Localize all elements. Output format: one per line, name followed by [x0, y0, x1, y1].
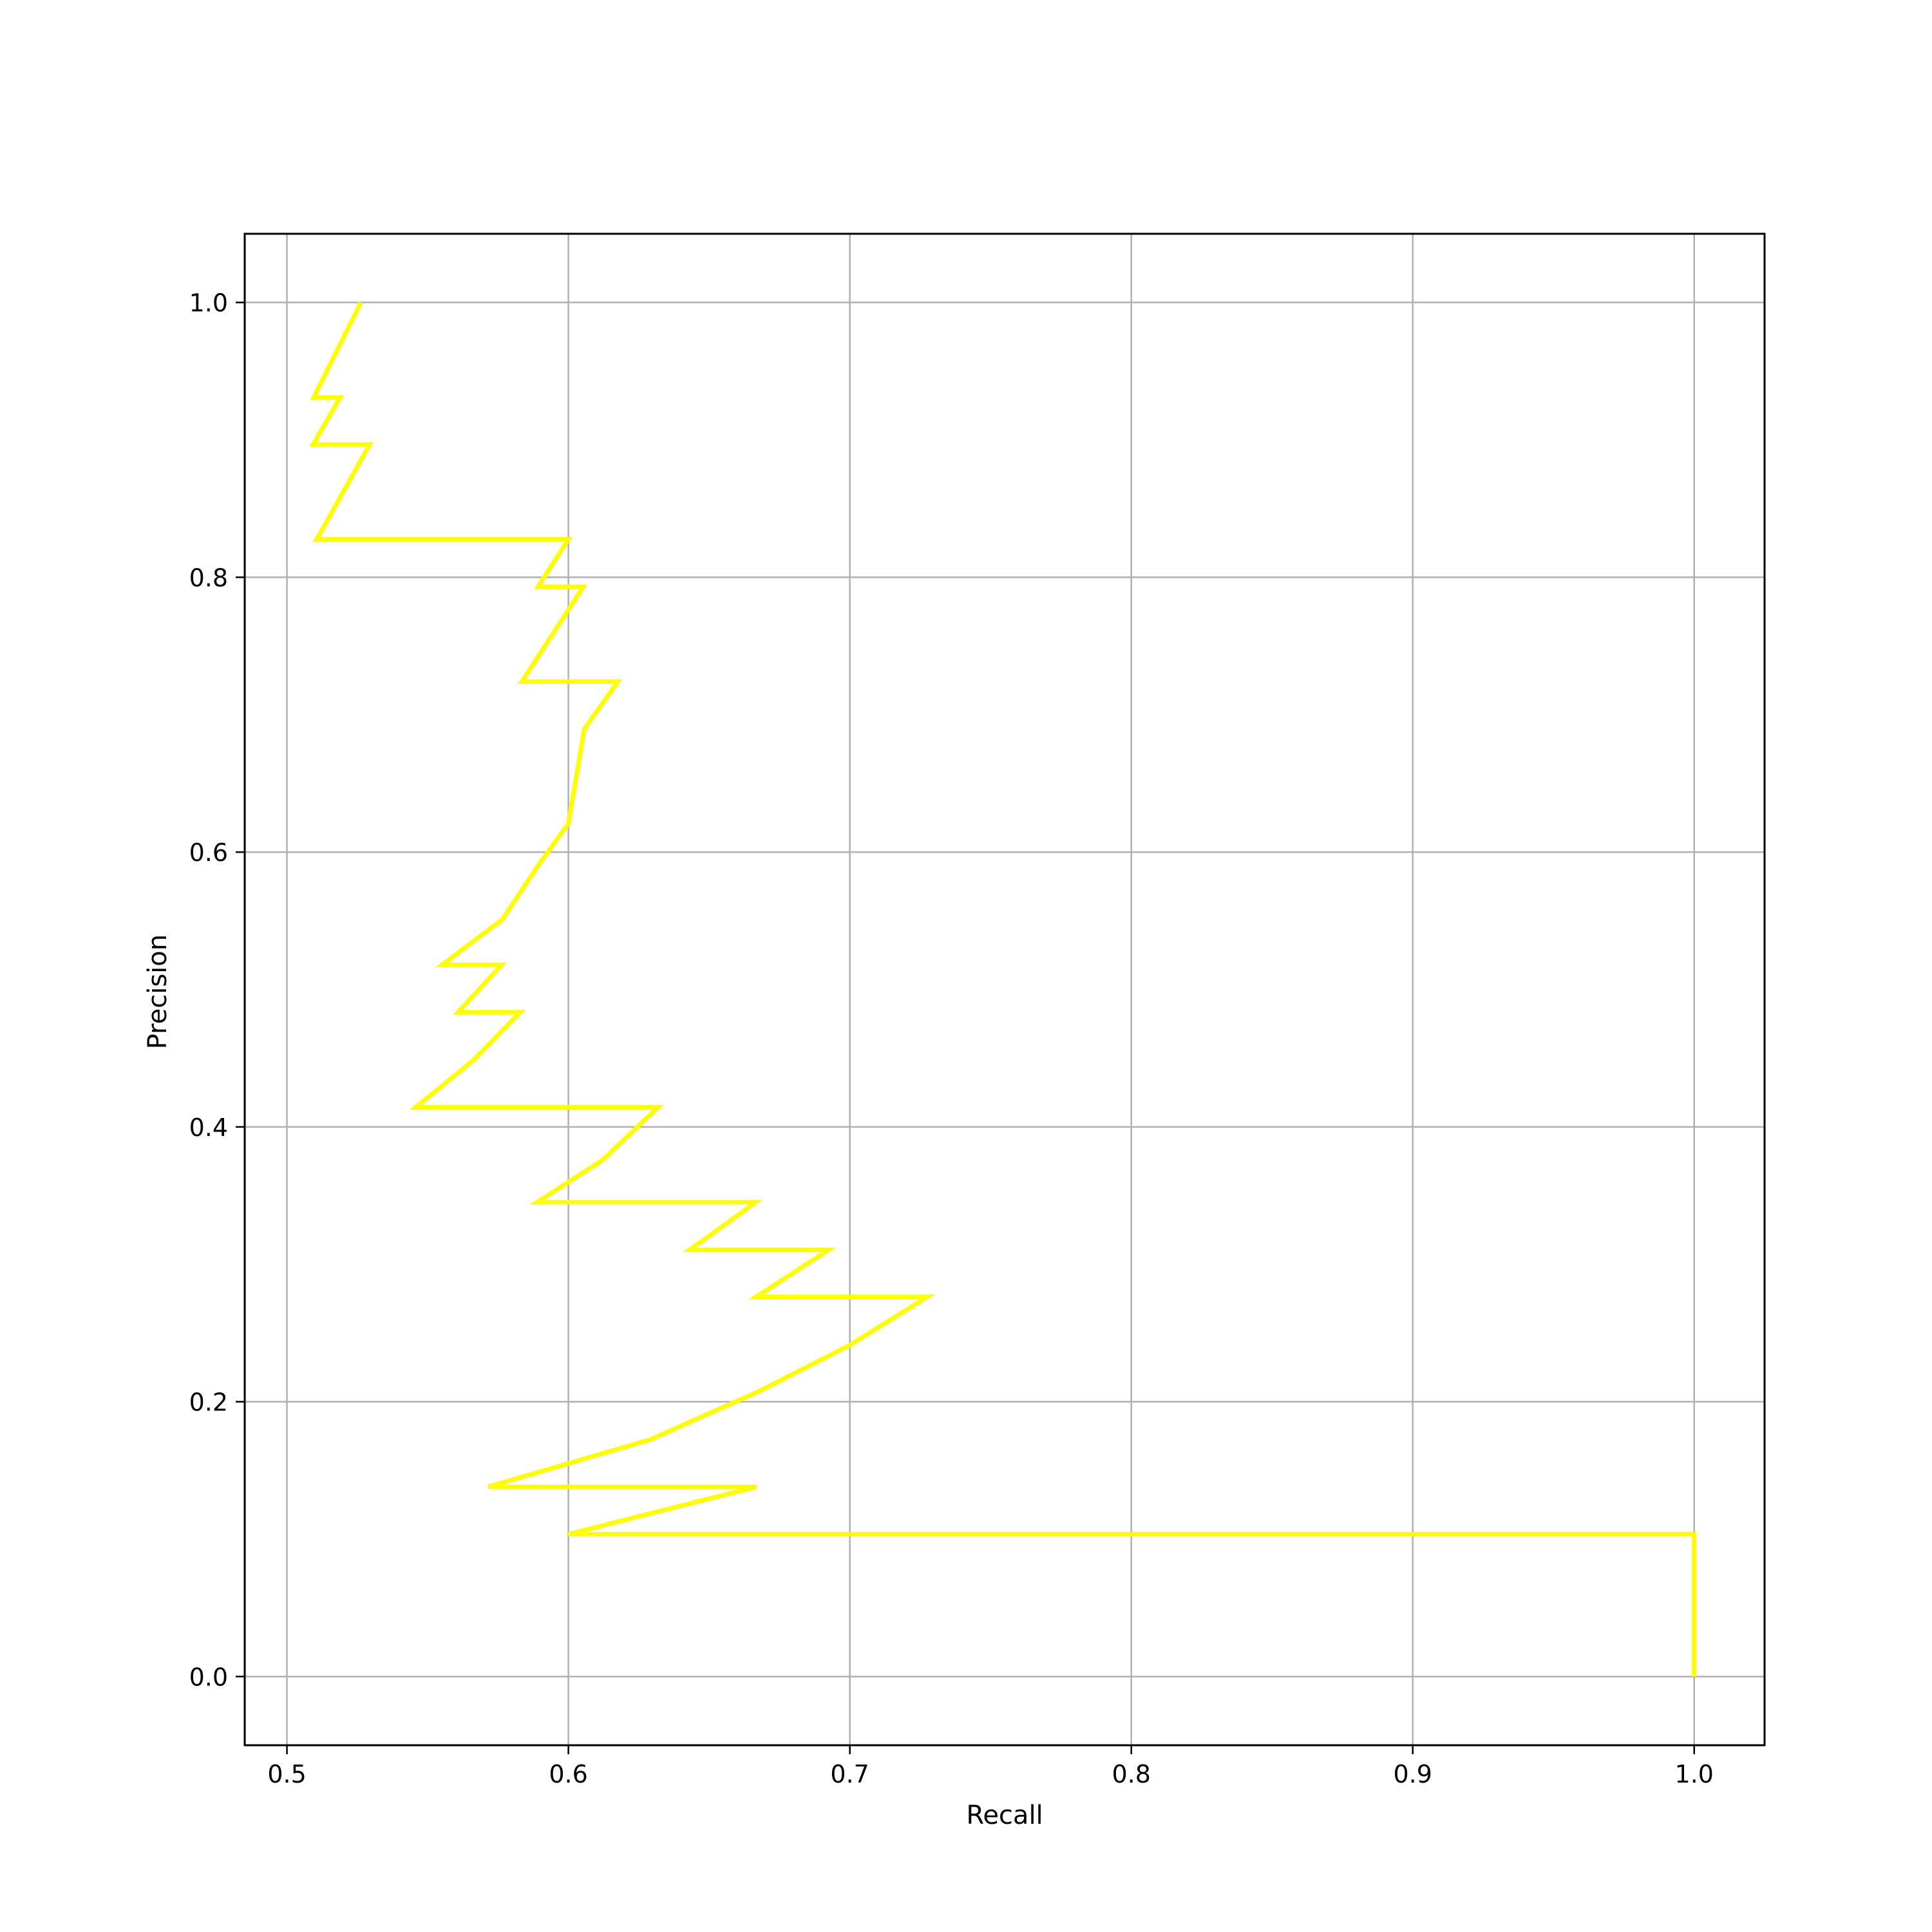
series-layer: [309, 301, 1697, 1677]
x-tick-label: 0.9: [1393, 1760, 1432, 1788]
y-tick-label: 1.0: [189, 289, 228, 317]
x-tick-label: 0.7: [830, 1760, 869, 1788]
x-tick-label: 0.5: [267, 1760, 306, 1788]
x-tick-label: 0.8: [1112, 1760, 1150, 1788]
plot-frame: [243, 232, 1766, 1747]
x-axis-label: Recall: [966, 1801, 1043, 1830]
y-axis-label: Precision: [143, 934, 173, 1049]
y-tick-label: 0.0: [189, 1663, 228, 1691]
tick-marks: [236, 301, 1695, 1754]
precision-recall-line: [309, 301, 1697, 1677]
y-tick-labels: 0.0 0.2 0.4 0.6 0.8 1.0: [189, 289, 228, 1692]
grid: [245, 234, 1765, 1745]
x-tick-label: 1.0: [1675, 1760, 1714, 1788]
y-tick-label: 0.2: [189, 1388, 228, 1417]
x-tick-labels: 0.5 0.6 0.7 0.8 0.9 1.0: [267, 1760, 1714, 1788]
y-tick-label: 0.4: [189, 1113, 228, 1142]
y-tick-label: 0.6: [189, 838, 228, 867]
x-tick-label: 0.6: [549, 1760, 587, 1788]
y-tick-label: 0.8: [189, 564, 228, 592]
